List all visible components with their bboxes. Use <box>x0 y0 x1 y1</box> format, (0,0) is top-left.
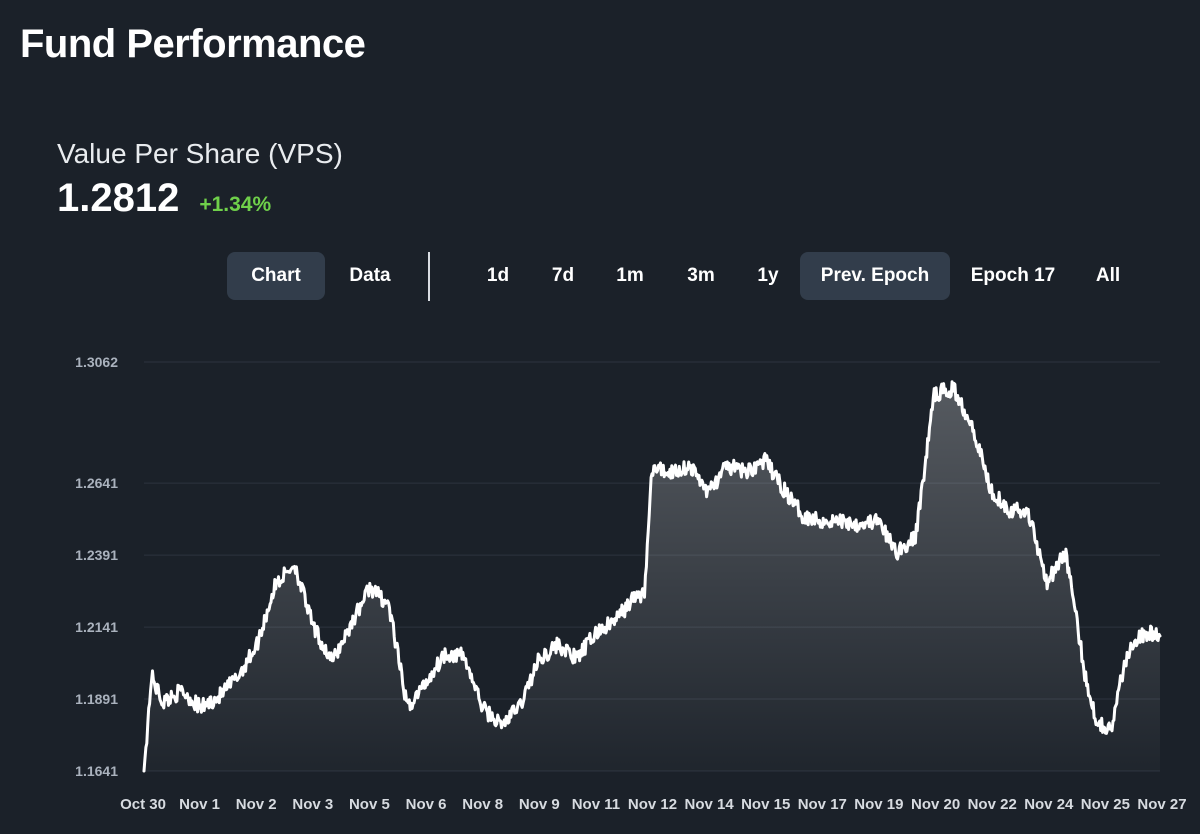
x-tick-label: Nov 14 <box>684 796 734 813</box>
y-tick-label: 1.3062 <box>75 354 118 370</box>
range-1m-button[interactable]: 1m <box>616 265 644 286</box>
x-tick-label: Nov 8 <box>462 796 503 813</box>
x-tick-label: Nov 9 <box>519 796 560 813</box>
x-tick-label: Nov 19 <box>854 796 903 813</box>
x-tick-label: Nov 5 <box>349 796 390 813</box>
vps-line <box>142 380 1162 773</box>
range-prev-epoch-button[interactable]: Prev. Epoch <box>800 252 950 300</box>
vps-row: 1.2812 +1.34% <box>57 176 271 221</box>
x-tick-label: Nov 24 <box>1024 796 1074 813</box>
x-tick-label: Nov 22 <box>968 796 1017 813</box>
page-title: Fund Performance <box>20 22 366 66</box>
tab-chart[interactable]: Chart <box>227 252 325 300</box>
x-tick-label: Nov 3 <box>292 796 333 813</box>
y-tick-label: 1.2391 <box>75 547 118 563</box>
x-tick-label: Nov 17 <box>798 796 847 813</box>
range-3m-button[interactable]: 3m <box>687 265 715 286</box>
x-tick-label: Nov 1 <box>179 796 220 813</box>
x-tick-label: Oct 30 <box>120 796 166 813</box>
x-tick-label: Nov 25 <box>1081 796 1130 813</box>
y-axis-ticks: 1.1641 1.1891 1.2141 1.2391 1.2641 1.3062 <box>75 354 118 779</box>
x-tick-label: Nov 6 <box>406 796 447 813</box>
vps-label: Value Per Share (VPS) <box>57 138 343 169</box>
y-tick-label: 1.1891 <box>75 691 118 707</box>
range-1y-button[interactable]: 1y <box>757 265 779 286</box>
x-tick-label: Nov 2 <box>236 796 277 813</box>
y-tick-label: 1.1641 <box>75 763 118 779</box>
x-tick-label: Nov 11 <box>572 796 620 813</box>
tab-data[interactable]: Data <box>349 265 391 286</box>
range-epoch-17-button[interactable]: Epoch 17 <box>970 265 1056 286</box>
y-tick-label: 1.2141 <box>75 619 118 635</box>
range-7d-button[interactable]: 7d <box>551 265 575 286</box>
vps-value: 1.2812 <box>57 176 180 220</box>
tab-divider <box>428 252 430 301</box>
vps-change-badge: +1.34% <box>199 193 272 216</box>
vps-area <box>144 381 1160 771</box>
x-tick-label: Nov 12 <box>628 796 677 813</box>
vps-chart[interactable]: 1.1641 1.1891 1.2141 1.2391 1.2641 1.3062 Oct… <box>0 330 1200 834</box>
x-tick-label: Nov 20 <box>911 796 960 813</box>
range-1d-button[interactable]: 1d <box>486 265 510 286</box>
y-tick-label: 1.2641 <box>75 475 118 491</box>
range-all-button[interactable]: All <box>1095 265 1121 286</box>
x-tick-label: Nov 27 <box>1137 796 1186 813</box>
x-tick-label: Nov 15 <box>741 796 790 813</box>
x-axis-ticks: Oct 30 Nov 1 Nov 2 Nov 3 Nov 5 Nov 6 Nov 8 Nov … <box>120 796 1187 813</box>
